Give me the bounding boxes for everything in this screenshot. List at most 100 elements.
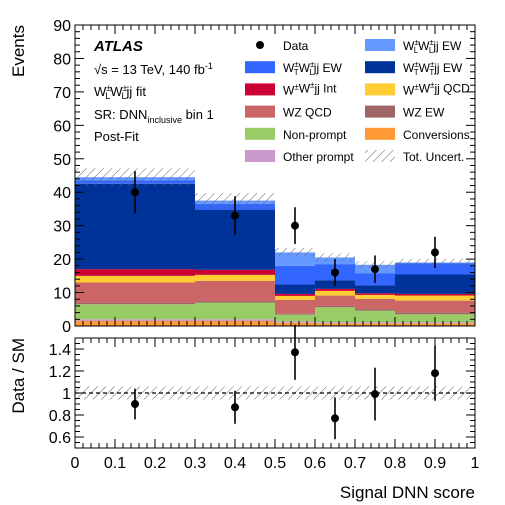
bar-ww_lt_ew-bin-3 — [275, 265, 315, 285]
legend-label-wz_qcd: WZ QCD — [283, 106, 332, 120]
ratio-y-axis: 0.6 0.8 1 1.2 1.4 — [49, 342, 475, 447]
legend-label-ww_lt_ew: W± TW± Ljj EW — [283, 60, 342, 77]
annotation-block: ATLAS √s = 13 TeV, 140 fb-1 W± LW± Ljj fit… — [93, 38, 214, 144]
bar-ww_qcd-bin-3 — [275, 295, 315, 300]
bar-other_prompt-bin-5 — [355, 322, 395, 324]
bar-ww_tt_ew-bin-3 — [275, 284, 315, 294]
atlas-label: ATLAS — [93, 38, 143, 55]
bar-wz_ew-bin-2 — [195, 300, 275, 303]
ratio-point-1 — [131, 400, 139, 408]
data-point-4 — [331, 268, 339, 277]
bar-wz_qcd-bin-5 — [355, 298, 395, 309]
bar-nonprompt-bin-3 — [275, 314, 315, 322]
energy-lumi-label: √s = 13 TeV, 140 fb-1 — [94, 61, 213, 77]
legend-label-ww_tt_ew: W± TW± Tjj EW — [403, 60, 463, 77]
legend-label-other_prompt: Other prompt — [283, 150, 354, 164]
data-point-5 — [371, 265, 379, 274]
legend-label-ww_int: W±W±jj Int — [283, 80, 337, 97]
data-point-2 — [231, 211, 239, 220]
bar-wz_qcd-bin-6 — [395, 300, 475, 313]
bar-other_prompt-bin-3 — [275, 321, 315, 323]
data-points — [131, 171, 439, 286]
bar-wz_ew-bin-3 — [275, 313, 315, 315]
ratio-point-5 — [371, 390, 379, 399]
legend: Data W± LW± Ljj EW W± TW± Ljj EW W± TW± Tjj EW W±W… — [245, 38, 470, 164]
legend-label-ww_qcd: W±W±jj QCD — [403, 80, 470, 97]
legend-label-ww_ll_ew: W± LW± Ljj EW — [403, 38, 462, 55]
legend-label-nonprompt: Non-prompt — [283, 128, 347, 142]
ratio-y-tick-label: 0.8 — [49, 408, 71, 425]
bar-ww_tt_ew-bin-5 — [355, 285, 395, 294]
x-tick-label: 0.9 — [424, 455, 446, 472]
legend-swatch-uncert — [365, 150, 395, 162]
uncert-band-bin-4 — [315, 253, 355, 262]
ratio-y-axis-label: Data / SM — [9, 338, 28, 414]
data-point-1 — [131, 188, 139, 197]
ratio-data-points — [131, 324, 439, 440]
bar-wz_ew-bin-6 — [395, 312, 475, 315]
main-y-tick-label: 50 — [53, 152, 71, 169]
x-tick-label: 0.3 — [184, 455, 206, 472]
region-label: SR: DNNinclusive bin 1 — [94, 107, 214, 125]
x-tick-label: 0.1 — [104, 455, 126, 472]
postfit-label: Post-Fit — [94, 129, 139, 144]
main-y-tick-label: 70 — [53, 85, 71, 102]
bar-ww_qcd-bin-1 — [75, 275, 195, 283]
bar-nonprompt-bin-2 — [195, 302, 275, 320]
main-y-tick-label: 10 — [53, 286, 71, 303]
main-y-tick-label: 0 — [62, 319, 71, 336]
ratio-point-4 — [331, 414, 339, 423]
bar-ww_tt_ew-bin-6 — [395, 274, 475, 294]
bar-other_prompt-bin-1 — [75, 319, 195, 321]
legend-marker-data — [256, 41, 264, 49]
bar-wz_qcd-bin-2 — [195, 280, 275, 301]
x-tick-label: 0.8 — [384, 455, 406, 472]
main-y-axis: 0 10 20 30 40 50 60 70 80 90 — [53, 18, 475, 336]
ratio-point-2 — [231, 403, 239, 412]
uncert-band-bin-3 — [275, 248, 315, 257]
main-y-tick-label: 80 — [53, 51, 71, 68]
ratio-y-tick-label: 1 — [62, 386, 71, 403]
bar-ww_int-bin-2 — [195, 269, 275, 275]
legend-swatch-wz_ew — [365, 105, 395, 118]
bar-ww_lt_ew-bin-6 — [395, 263, 475, 275]
x-tick-label: 0.2 — [144, 455, 166, 472]
bar-nonprompt-bin-4 — [315, 307, 355, 323]
x-tick-label: 0 — [71, 455, 80, 472]
bar-wz_qcd-bin-3 — [275, 299, 315, 314]
bar-conversions-bin-5 — [355, 323, 395, 326]
bar-ww_int-bin-1 — [75, 269, 195, 276]
bar-conversions-bin-4 — [315, 323, 355, 326]
bar-ww_qcd-bin-2 — [195, 274, 275, 281]
ratio-point-3 — [291, 348, 299, 357]
bar-wz_ew-bin-4 — [315, 305, 355, 308]
bar-ww_qcd-bin-4 — [315, 290, 355, 296]
legend-label-uncert: Tot. Uncert. — [403, 150, 464, 164]
legend-label-data: Data — [283, 39, 309, 53]
legend-swatch-ww_qcd — [365, 83, 395, 96]
bar-conversions-bin-3 — [275, 322, 315, 326]
bar-wz_qcd-bin-4 — [315, 295, 355, 306]
bar-wz_ew-bin-1 — [75, 302, 195, 305]
main-y-tick-label: 30 — [53, 219, 71, 236]
main-y-tick-label: 40 — [53, 185, 71, 202]
x-tick-label: 0.5 — [264, 455, 286, 472]
bar-ww_int-bin-4 — [315, 288, 355, 291]
main-x-ticks — [74, 25, 476, 326]
x-tick-label: 0.6 — [304, 455, 326, 472]
main-y-tick-label: 20 — [53, 252, 71, 269]
x-tick-label: 0.4 — [224, 455, 246, 472]
legend-label-wz_ew: WZ EW — [403, 106, 445, 120]
ratio-x-axis: 0 0.1 0.2 0.3 0.4 0.5 0.6 0.7 0.8 0.9 1 — [71, 338, 480, 472]
bar-ww_int-bin-3 — [275, 293, 315, 296]
fit-label: W± LW± Ljj fit — [94, 83, 146, 101]
bar-ww_int-bin-6 — [395, 293, 475, 296]
x-axis-label: Signal DNN score — [340, 483, 475, 502]
legend-swatch-ww_int — [245, 83, 275, 96]
main-y-axis-label: Events — [9, 25, 28, 77]
x-tick-label: 0.7 — [344, 455, 366, 472]
main-y-tick-label: 60 — [53, 118, 71, 135]
legend-swatch-ww_lt_ew — [245, 61, 275, 74]
ratio-y-tick-label: 1.2 — [49, 364, 71, 381]
